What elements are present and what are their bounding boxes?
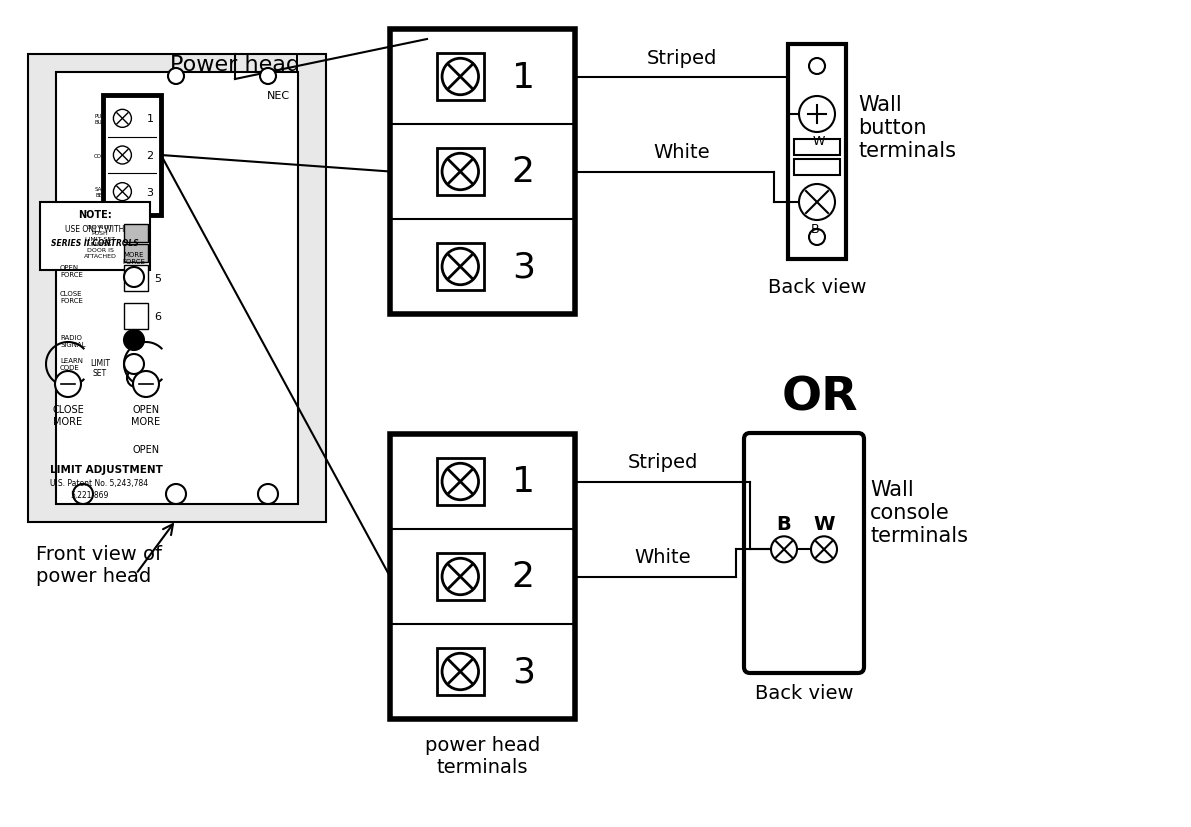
Text: CO: CO — [94, 153, 102, 158]
Text: 1: 1 — [512, 465, 535, 499]
Circle shape — [442, 464, 479, 500]
Bar — [437, 244, 484, 291]
Bar — [40, 203, 150, 270]
Bar — [102, 96, 161, 216]
Text: 6: 6 — [154, 312, 161, 322]
Bar — [124, 265, 148, 292]
Circle shape — [771, 537, 797, 562]
Bar — [437, 648, 484, 696]
Text: 2: 2 — [146, 151, 154, 160]
Text: LIMIT ADJUSTMENT: LIMIT ADJUSTMENT — [50, 465, 163, 475]
Text: OPEN
FORCE: OPEN FORCE — [60, 265, 83, 278]
Text: 3: 3 — [512, 655, 535, 689]
Circle shape — [124, 331, 144, 351]
Text: Striped: Striped — [647, 49, 717, 68]
Circle shape — [73, 485, 93, 504]
Bar — [389, 30, 575, 314]
Bar — [437, 149, 484, 196]
Circle shape — [127, 370, 145, 388]
Text: 2: 2 — [512, 560, 535, 594]
Bar — [124, 225, 148, 242]
Bar — [124, 245, 148, 263]
Bar — [56, 73, 298, 504]
Text: NOTE:: NOTE: — [79, 210, 112, 220]
Circle shape — [809, 59, 825, 75]
Text: 3: 3 — [146, 188, 154, 198]
Text: 5,221,869: 5,221,869 — [70, 490, 108, 500]
Bar — [437, 54, 484, 101]
Text: Wall
button
terminals: Wall button terminals — [858, 95, 956, 161]
Text: B: B — [811, 222, 819, 236]
Circle shape — [442, 154, 479, 190]
Text: Back view: Back view — [768, 278, 866, 297]
Text: OR: OR — [781, 375, 859, 420]
Text: DO NOT
PUSH
LIMIT SET
UNLESS
DOOR IS
ATTACHED: DO NOT PUSH LIMIT SET UNLESS DOOR IS ATT… — [83, 225, 117, 259]
Text: B: B — [777, 514, 791, 533]
Circle shape — [166, 485, 186, 504]
Text: 1: 1 — [146, 114, 154, 124]
Text: OPEN: OPEN — [132, 444, 160, 455]
Circle shape — [55, 371, 81, 398]
Circle shape — [133, 371, 160, 398]
Text: RADIO
SIGNAL: RADIO SIGNAL — [60, 335, 86, 347]
Text: power head
terminals: power head terminals — [425, 735, 541, 776]
Circle shape — [124, 355, 144, 375]
Circle shape — [442, 653, 479, 690]
Bar — [124, 304, 148, 330]
Text: 5: 5 — [154, 274, 161, 284]
Circle shape — [113, 110, 131, 128]
Text: W: W — [813, 514, 835, 533]
Text: LIMIT
SET: LIMIT SET — [91, 359, 110, 378]
Bar — [788, 45, 846, 260]
Text: USE ONLY WITH: USE ONLY WITH — [66, 225, 125, 234]
Text: SERIES II CONTROLS: SERIES II CONTROLS — [51, 239, 139, 248]
Text: NEC: NEC — [267, 91, 289, 101]
Text: Back view: Back view — [755, 683, 853, 702]
Circle shape — [113, 147, 131, 165]
Bar — [29, 55, 326, 523]
Circle shape — [799, 97, 835, 133]
Bar — [437, 553, 484, 600]
Text: OPEN
MORE: OPEN MORE — [131, 404, 161, 426]
Text: Striped: Striped — [628, 453, 698, 472]
Text: MORE
FORCE: MORE FORCE — [123, 251, 145, 265]
Text: 1: 1 — [512, 60, 535, 94]
Text: PU
BU: PU BU — [94, 114, 102, 125]
Text: Front view of
power head: Front view of power head — [36, 544, 162, 586]
Text: CLOSE
FORCE: CLOSE FORCE — [60, 290, 83, 304]
Bar — [389, 434, 575, 719]
Circle shape — [442, 60, 479, 96]
Text: SA
BE: SA BE — [94, 187, 102, 198]
Bar — [794, 160, 840, 176]
Bar — [794, 140, 840, 155]
Text: 3: 3 — [512, 251, 535, 284]
Text: Wall
console
terminals: Wall console terminals — [869, 480, 968, 546]
Circle shape — [442, 249, 479, 285]
Circle shape — [168, 69, 183, 85]
Text: CLOSE
MORE: CLOSE MORE — [52, 404, 83, 426]
Circle shape — [442, 558, 479, 595]
Text: U.S. Patent No. 5,243,784: U.S. Patent No. 5,243,784 — [50, 479, 148, 487]
Text: LEARN
CODE: LEARN CODE — [60, 357, 83, 370]
FancyBboxPatch shape — [744, 433, 863, 673]
Text: White: White — [634, 547, 691, 566]
Circle shape — [811, 537, 837, 562]
Bar — [437, 458, 484, 505]
Text: W: W — [812, 135, 825, 148]
Text: 2: 2 — [512, 155, 535, 189]
Circle shape — [799, 184, 835, 221]
Circle shape — [260, 69, 276, 85]
Circle shape — [124, 268, 144, 288]
Text: White: White — [653, 143, 710, 162]
Circle shape — [809, 230, 825, 246]
Circle shape — [113, 184, 131, 202]
Text: Power head
terminals: Power head terminals — [170, 55, 300, 98]
Circle shape — [258, 485, 278, 504]
